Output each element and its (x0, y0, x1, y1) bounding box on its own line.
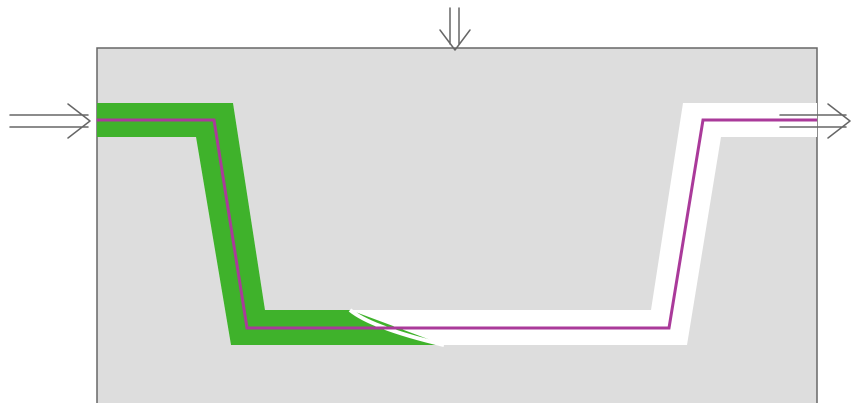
gray-block (97, 48, 817, 403)
double-arrow-down-icon (440, 8, 470, 50)
double-arrow-right-icon (10, 104, 90, 138)
